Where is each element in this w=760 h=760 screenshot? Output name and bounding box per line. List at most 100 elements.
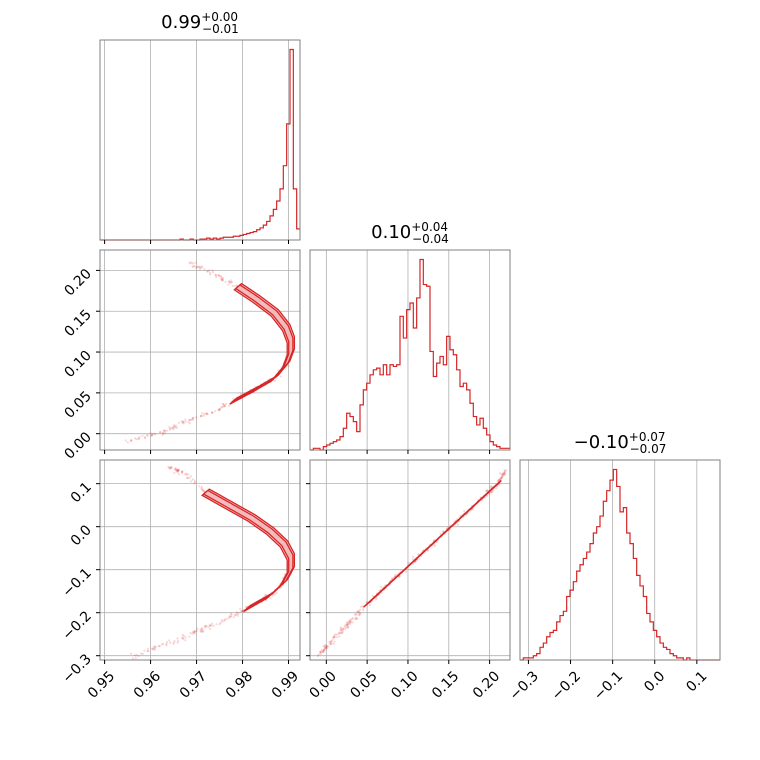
scatter-point [500, 477, 503, 480]
scatter-point [368, 604, 372, 607]
scatter-point [197, 265, 200, 268]
scatter-point [211, 411, 214, 414]
contour-line [201, 488, 296, 613]
scatter-point [325, 647, 328, 650]
scatter-point [175, 470, 179, 473]
scatter-point [192, 265, 195, 268]
scatter-point [181, 470, 184, 473]
scatter-point [174, 426, 177, 429]
scatter-point [341, 628, 344, 631]
scatter-point [244, 605, 247, 609]
scatter-point [177, 469, 180, 472]
scatter-point [187, 421, 190, 424]
scatter-point [141, 652, 144, 655]
scatter-point [196, 265, 199, 269]
scatter-point [191, 418, 195, 421]
scatter-point [324, 646, 328, 649]
scatter-point [271, 594, 274, 597]
scatter-point [332, 642, 335, 645]
scatter-point [193, 630, 196, 633]
scatter-point [331, 638, 334, 641]
scatter-points [124, 261, 296, 444]
scatter-point [264, 594, 267, 597]
scatter-point [227, 617, 231, 620]
scatter-point [231, 284, 234, 288]
scatter-point [225, 617, 228, 621]
histogram-step [520, 468, 721, 661]
scatter-point [235, 612, 238, 616]
panel-title: 0.99+0.00 −0.01 [161, 10, 239, 36]
scatter-point [321, 648, 324, 652]
scatter-point [206, 270, 209, 273]
scatter-point [324, 647, 327, 650]
scatter-point [170, 465, 173, 468]
scatter-points [316, 469, 508, 657]
scatter-point [220, 279, 223, 282]
scatter-point [219, 621, 222, 624]
scatter-point [494, 487, 498, 490]
scatter-point [346, 623, 349, 626]
scatter-point [416, 553, 420, 556]
y-tick-label: −0.1 [59, 565, 94, 600]
scatter-point [151, 648, 154, 651]
scatter-point [150, 434, 154, 437]
scatter-point [133, 654, 136, 657]
scatter-point [361, 607, 365, 610]
scatter-point [205, 625, 208, 628]
scatter-point [208, 271, 212, 274]
scatter-point [351, 621, 354, 624]
scatter-point [196, 266, 199, 269]
scatter-point [150, 433, 153, 436]
scatter-point [193, 631, 197, 635]
scatter-point [210, 622, 214, 625]
scatter-point [205, 412, 208, 415]
scatter-point [348, 623, 351, 626]
scatter-point [218, 622, 221, 626]
scatter-point [342, 627, 345, 630]
scatter-point [220, 406, 223, 409]
scatter-point [227, 280, 231, 283]
scatter-point [231, 281, 234, 284]
x-tick-label: 0.0 [641, 668, 668, 695]
scatter-point [200, 487, 203, 490]
scatter-point [220, 618, 223, 622]
scatter-point [191, 632, 194, 635]
scatter-point [135, 438, 138, 441]
scatter-point [129, 652, 133, 655]
scatter-point [180, 420, 183, 423]
y-tick-label: 0.1 [68, 479, 95, 506]
scatter-point [316, 654, 320, 657]
scatter-point [137, 654, 140, 658]
scatter-point [174, 469, 177, 472]
scatter-point [182, 637, 185, 640]
scatter-point [211, 411, 214, 414]
scatter-point [347, 626, 350, 629]
scatter-point [147, 649, 150, 653]
y-tick-label: 0.20 [61, 266, 94, 299]
scatter-point [208, 624, 212, 627]
scatter-point [323, 649, 326, 652]
scatter-point [501, 474, 505, 477]
contour-line [230, 284, 294, 404]
scatter-point [230, 279, 233, 282]
scatter-point [180, 470, 184, 474]
scatter-point [214, 410, 217, 413]
scatter-point [212, 624, 215, 627]
scatter-point [223, 618, 226, 621]
histogram-panel-2: −0.3 −0.2 −0.1 0.0 0.1 −0.10+0.07 −0.07 [507, 430, 721, 704]
scatter-point [355, 617, 359, 620]
scatter-point [201, 629, 204, 632]
scatter-point [200, 265, 203, 268]
scatter-point [169, 466, 172, 470]
scatter-point [173, 425, 176, 428]
scatter-point [168, 467, 171, 470]
scatter-point [201, 628, 204, 631]
scatter-point [471, 508, 474, 511]
scatter-point [176, 641, 179, 644]
scatter-point [239, 607, 242, 610]
scatter-point [193, 479, 196, 482]
scatter-point [502, 472, 505, 475]
scatter-point [208, 269, 211, 272]
scatter-point [195, 416, 198, 419]
scatter-point [207, 625, 210, 628]
